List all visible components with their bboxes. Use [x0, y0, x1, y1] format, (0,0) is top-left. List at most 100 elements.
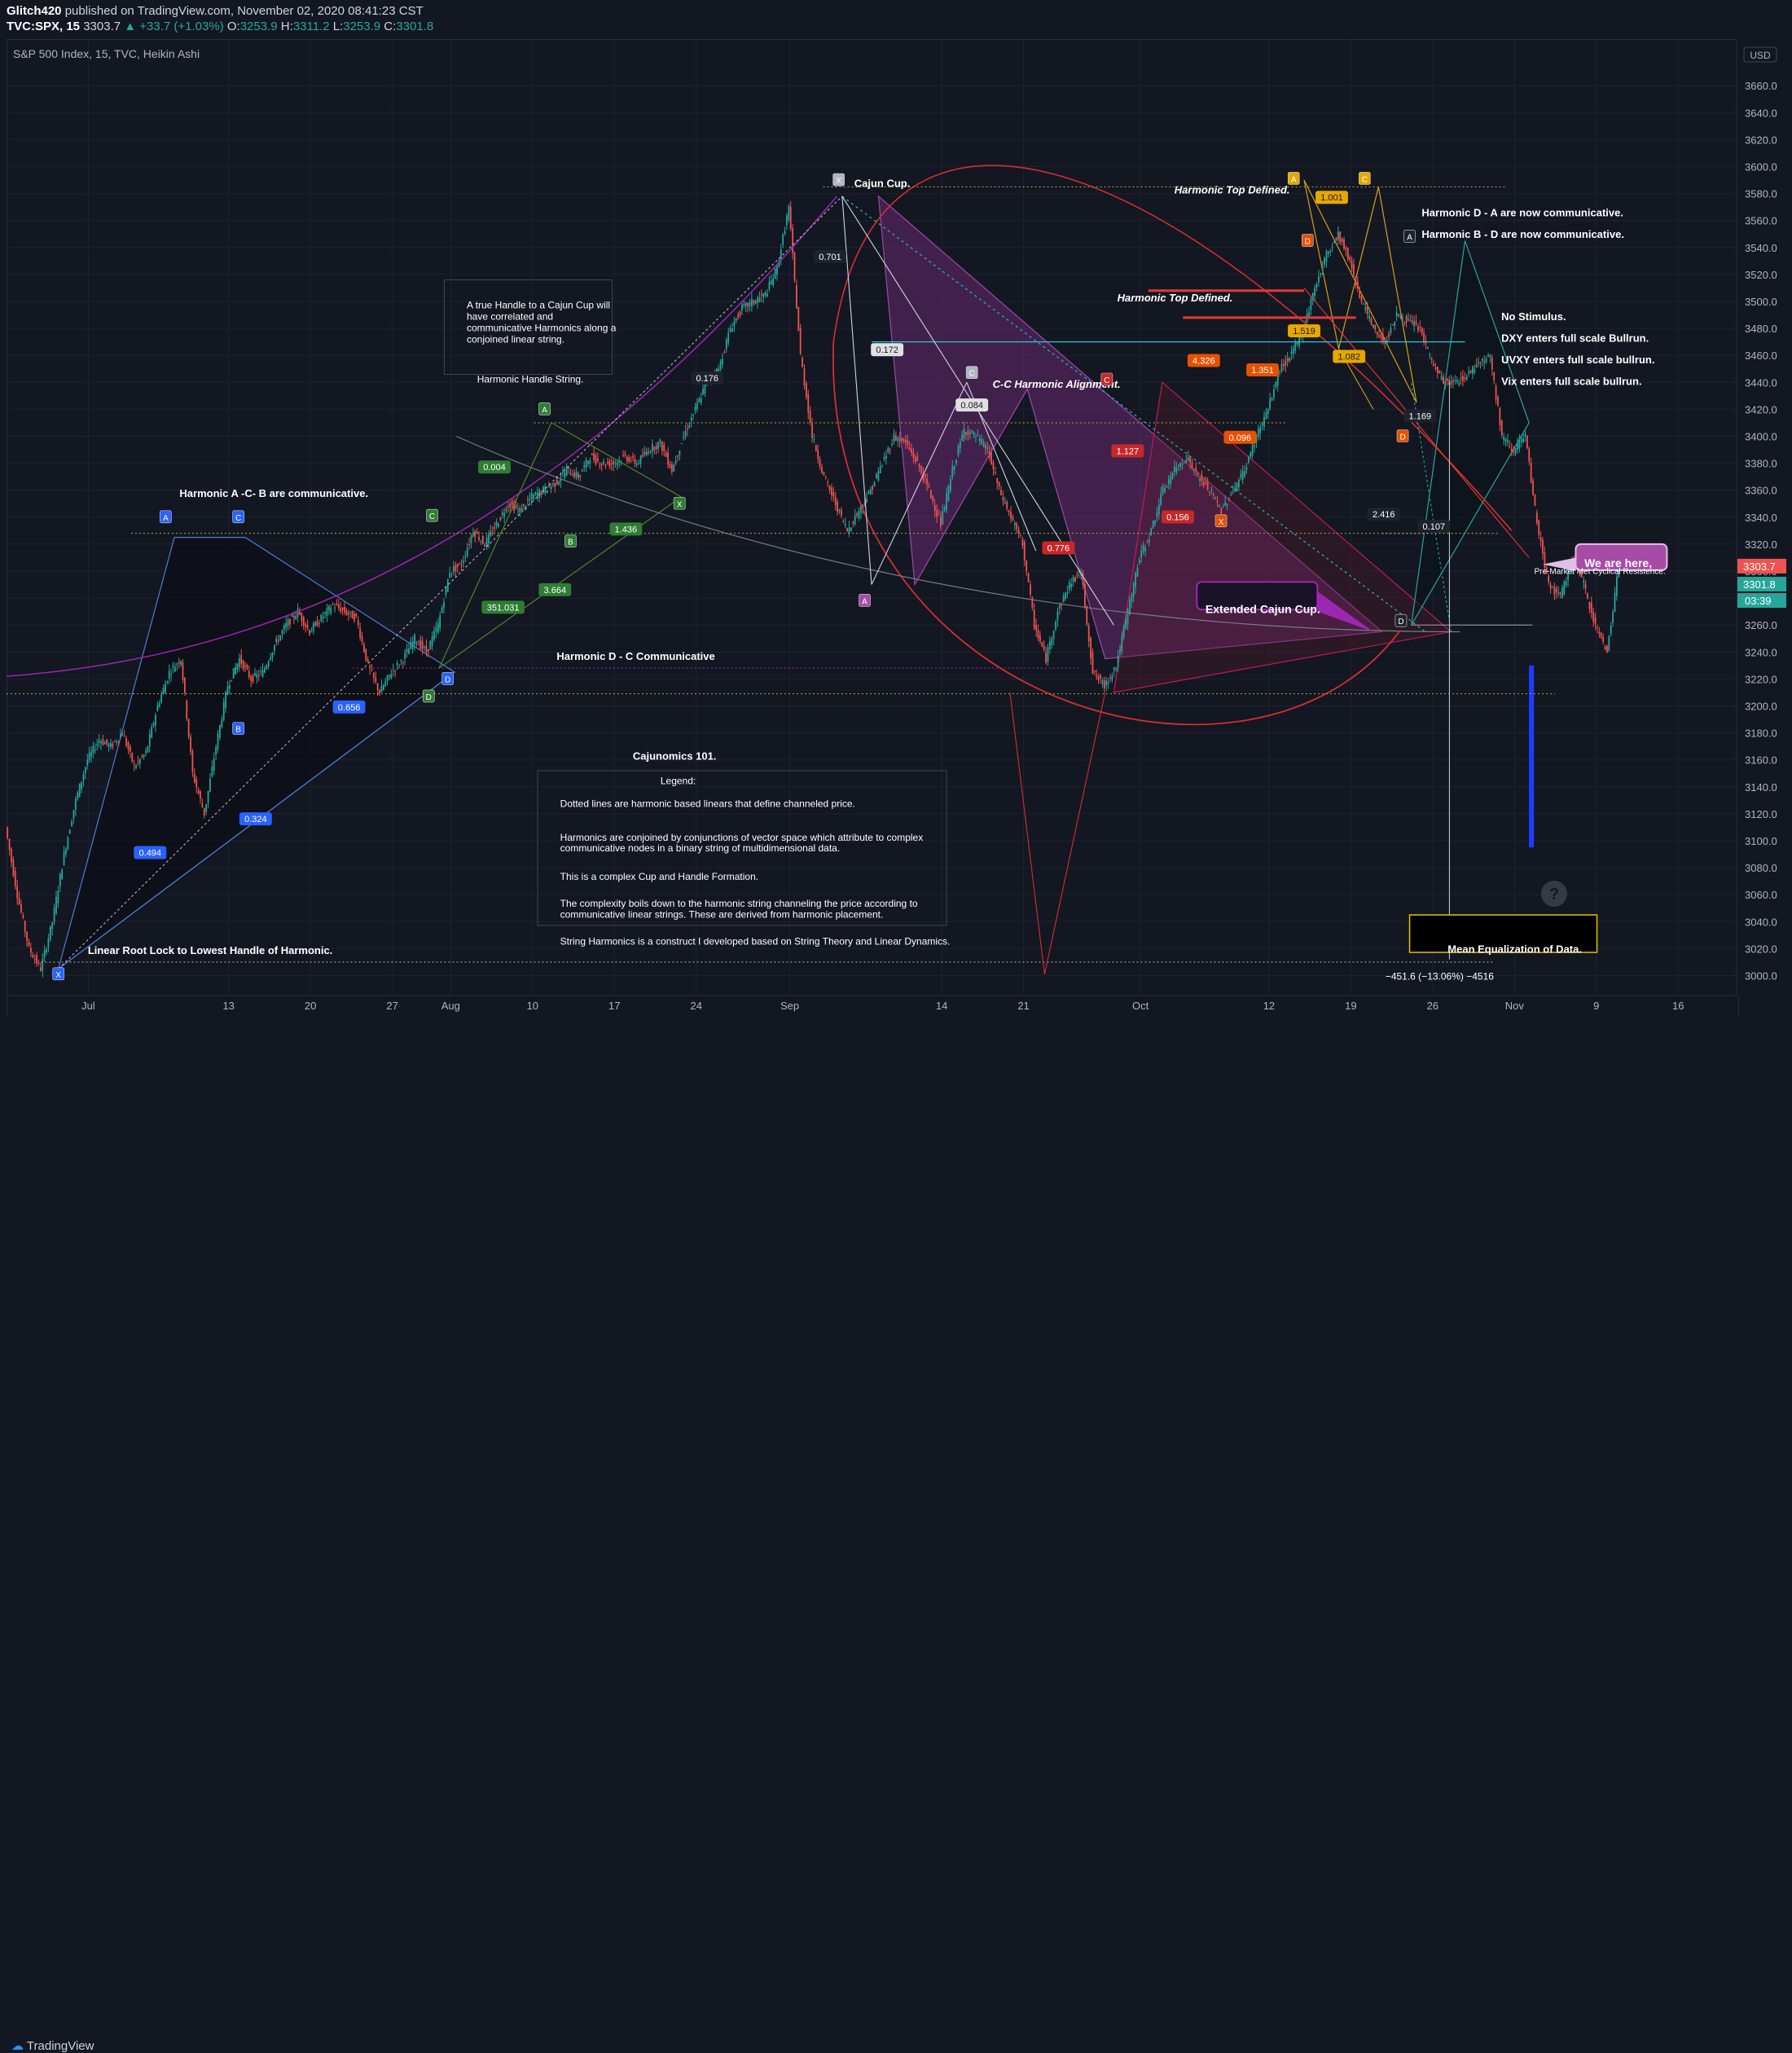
candle-body: [1504, 438, 1507, 442]
candle-body: [98, 740, 100, 743]
candle-body: [1035, 625, 1038, 631]
candle-body: [1610, 625, 1612, 635]
ratio-label: 1.082: [1337, 353, 1360, 363]
pattern-point-label: C: [1104, 376, 1109, 385]
candle-body: [1434, 367, 1437, 369]
candle-body: [43, 950, 46, 958]
candle-body: [622, 455, 624, 457]
candle-body: [1374, 325, 1377, 330]
candle-body: [195, 779, 198, 788]
candle-body: [1444, 380, 1447, 385]
candle-body: [994, 472, 996, 473]
candle-body: [141, 756, 143, 758]
candle-body: [162, 688, 165, 694]
candle-body: [36, 955, 37, 964]
candle-body: [858, 511, 860, 518]
candle-body: [1261, 423, 1263, 426]
candle-body: [217, 733, 219, 750]
harmonic-da-note: Harmonic D - A are now communicative.: [1421, 207, 1623, 219]
candle-body: [1030, 584, 1031, 595]
y-tick-label: 3460.0: [1745, 349, 1777, 362]
candle-body: [850, 528, 852, 531]
candle-body: [1535, 512, 1538, 524]
high-label: H:: [280, 20, 293, 33]
candle-body: [894, 436, 897, 441]
y-tick-label: 3060.0: [1745, 889, 1777, 901]
candle-body: [1234, 487, 1236, 491]
candle-body: [1254, 445, 1255, 447]
ratio-label-bg: [609, 522, 643, 536]
candle-body: [200, 791, 201, 799]
pattern-point: [160, 510, 172, 524]
green-trend-line: [551, 422, 682, 498]
candle-body: [936, 509, 938, 517]
candle-body: [314, 622, 317, 626]
candle-body: [540, 491, 542, 495]
candle-body: [266, 665, 268, 669]
candle-body: [72, 810, 75, 819]
candle-body: [1584, 583, 1587, 589]
tradingview-logo[interactable]: ☁ TradingView: [11, 2038, 94, 2053]
y-tick-label: 3580.0: [1745, 188, 1777, 200]
candle-body: [408, 648, 410, 654]
candle-body: [1209, 490, 1210, 492]
candle-body: [425, 645, 428, 653]
candle-body: [1615, 576, 1618, 596]
candle-body: [1135, 572, 1137, 587]
candle-body: [47, 938, 50, 948]
x-tick-label: 19: [1345, 1000, 1356, 1012]
candle-body: [292, 616, 295, 618]
candle-body: [1273, 389, 1275, 398]
candle-body: [1115, 667, 1118, 670]
y-tick-label: 3540.0: [1745, 242, 1777, 254]
candle-body: [687, 429, 688, 430]
cajun-cup-fill: [877, 195, 1384, 660]
pattern-point-label: X: [55, 971, 61, 980]
price-chart[interactable]: Cajun Cup. Harmonic Top Defined. Harmonic …: [0, 0, 1792, 1048]
candle-body: [1047, 647, 1049, 662]
candle-body: [768, 281, 771, 289]
candle-body: [757, 297, 758, 303]
candle-body: [1055, 622, 1056, 630]
candle-body: [1177, 464, 1179, 467]
candle-body: [1495, 385, 1497, 400]
candle-body: [1514, 448, 1517, 454]
ratio-label-bg: [691, 371, 724, 385]
candle-body: [133, 763, 135, 765]
candle-body: [949, 479, 951, 491]
candle-body: [1142, 544, 1144, 552]
candle-body: [1380, 336, 1382, 338]
candle-body: [424, 647, 425, 648]
candle-body: [209, 778, 211, 793]
candle-body: [84, 767, 86, 773]
candle-body: [1257, 429, 1259, 437]
candle-body: [608, 460, 611, 467]
ratio-label: 1.001: [1320, 193, 1343, 203]
author-name[interactable]: Glitch420: [7, 4, 62, 18]
candle-body: [453, 566, 455, 572]
candle-body: [205, 803, 208, 812]
candle-body: [1191, 462, 1193, 468]
candle-body: [336, 604, 338, 605]
ratio-label-bg: [1111, 444, 1144, 458]
candle-body: [443, 601, 445, 608]
candle-body: [898, 438, 901, 442]
second-price-label: 3301.8: [1743, 578, 1776, 591]
candle-body: [844, 524, 846, 526]
candle-body: [1237, 479, 1240, 488]
candle-body: [595, 455, 597, 464]
candle-body: [552, 483, 554, 486]
candle-body: [468, 543, 470, 545]
pattern-point-label: D: [426, 693, 432, 702]
vix-note: Vix enters full scale bullrun.: [1501, 376, 1641, 388]
candle-body: [441, 607, 443, 613]
candle-body: [618, 459, 621, 463]
candle-body: [904, 440, 907, 443]
candle-body: [1440, 376, 1443, 380]
pattern-point: [1100, 372, 1113, 386]
ratio-label: 4.326: [1192, 356, 1215, 366]
candle-body: [1503, 437, 1505, 441]
candle-body: [823, 472, 825, 476]
candle-body: [1388, 333, 1390, 337]
candle-body: [24, 921, 26, 933]
